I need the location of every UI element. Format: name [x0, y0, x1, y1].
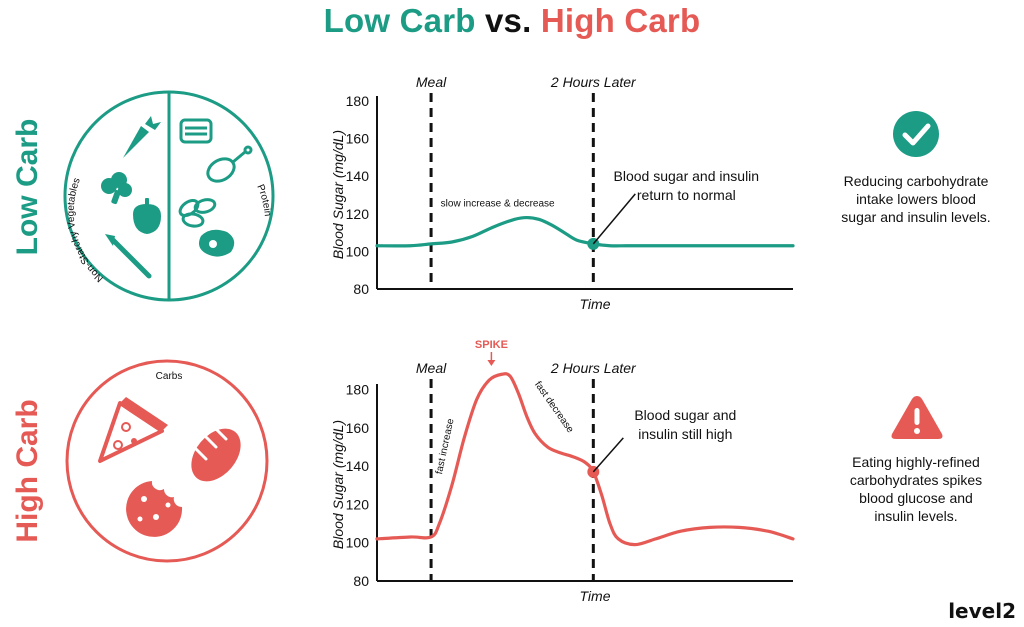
y-tick-label: 120 [346, 206, 370, 222]
annotation-fast-decrease: fast decrease [532, 380, 576, 436]
warning-icon [891, 396, 943, 439]
callout-line [592, 193, 636, 245]
vline-label-1: 2 Hours Later [550, 74, 637, 90]
y-tick-label: 140 [346, 458, 370, 474]
y-tick-label: 160 [346, 420, 370, 436]
row-label-low-carb: Low Carb [11, 118, 44, 256]
low-carb-plate: Non-Starchy Vegetables Protein [63, 90, 275, 302]
chicken-leg-icon [206, 145, 253, 183]
high-carb-note: Eating highly-refined carbohydrates spik… [849, 454, 983, 524]
y-tick-label: 100 [346, 243, 370, 259]
series-line [375, 372, 795, 547]
broccoli-icon [101, 172, 132, 205]
title-low-carb: Low Carb [323, 2, 476, 39]
nuts-icon [178, 198, 217, 228]
y-axis-label: Blood Sugar (mg/dL) [330, 420, 346, 549]
y-tick-label: 100 [346, 535, 370, 551]
y-tick-label: 180 [346, 382, 370, 398]
carrot-icon [123, 116, 161, 158]
fish-icon [179, 118, 213, 144]
plate-label-vegetables: Non-Starchy Vegetables [66, 177, 106, 284]
y-tick-label: 160 [346, 131, 370, 147]
vline-label-0: Meal [416, 74, 447, 90]
asparagus-tip-icon [105, 234, 115, 246]
level2-logo: level2 [948, 599, 1016, 623]
steak-icon [199, 229, 235, 257]
plate-label-protein: Protein [254, 183, 273, 217]
y-tick-label: 120 [346, 496, 370, 512]
vline-label-1: 2 Hours Later [550, 360, 637, 376]
spike-arrow-head [487, 360, 496, 366]
callout-text: Blood sugar and [634, 407, 736, 423]
annotation-fast-increase: fast increase [434, 417, 457, 475]
spike-label: SPIKE [475, 339, 508, 351]
bread-icon [191, 427, 241, 482]
callout-text: Blood sugar and insulin [614, 168, 760, 184]
page-title: Low Carb vs. High Carb [0, 2, 1024, 40]
row-label-high-carb: High Carb [11, 399, 44, 543]
callout-text: return to normal [637, 187, 736, 203]
callout-line [592, 437, 624, 473]
title-vs: vs. [484, 2, 532, 39]
x-axis-label: Time [580, 296, 611, 312]
pizza-icon [98, 397, 168, 463]
vline-label-0: Meal [416, 360, 447, 376]
low-carb-note: Reducing carbohydrate intake lowers bloo… [841, 173, 991, 225]
y-axis-label: Blood Sugar (mg/dL) [330, 130, 346, 259]
checkmark-icon [893, 111, 939, 157]
cookie-icon [126, 481, 183, 537]
pepper-icon [133, 198, 161, 234]
annotation-slow-change: slow increase & decrease [441, 198, 555, 209]
series-line [375, 215, 795, 248]
callout-text: insulin still high [638, 426, 732, 442]
low-carb-chart: 80 100 120 140 160 180 Blood Sugar (mg/dL) Time… [330, 74, 795, 312]
plate-label-carbs: Carbs [156, 371, 183, 382]
title-high-carb: High Carb [540, 2, 701, 39]
y-tick-label: 80 [353, 573, 369, 589]
high-carb-chart: 80 100 120 140 160 180 Blood Sugar (mg/dL) Time… [330, 339, 795, 604]
y-tick-label: 140 [346, 168, 370, 184]
high-carb-plate: Carbs [65, 359, 269, 563]
y-tick-label: 80 [353, 281, 369, 297]
x-axis-label: Time [580, 588, 611, 604]
y-tick-label: 180 [346, 93, 370, 109]
asparagus-icon [110, 237, 152, 279]
